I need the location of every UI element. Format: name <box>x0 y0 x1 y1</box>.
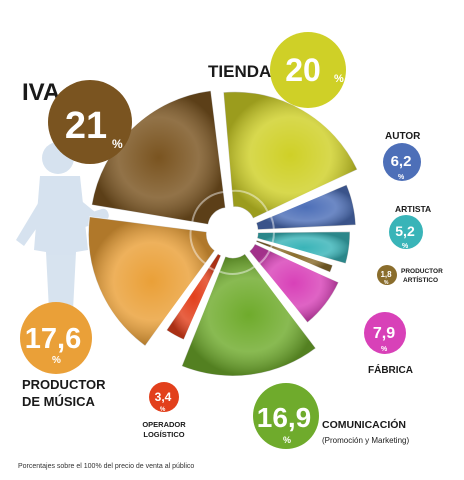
label-fabrica: FÁBRICA <box>368 363 413 376</box>
pct-productor-artistico: % <box>384 280 389 286</box>
slice-autor-groove <box>270 216 275 230</box>
pct-operador-logistico: % <box>160 407 166 413</box>
label-tienda: TIENDA <box>208 62 271 81</box>
pie-slices <box>88 90 358 377</box>
pct-productor-musica: % <box>52 355 61 366</box>
bubble-iva: 21 % <box>48 80 132 164</box>
pct-fabrica: % <box>381 346 388 353</box>
slice-artista-groove <box>271 232 275 243</box>
slice-comunicacion-groove <box>219 265 256 275</box>
slice-operador-logistico-groove <box>208 266 215 272</box>
slice-tienda-sheen <box>223 91 358 219</box>
footnote: Porcentajes sobre el 100% del precio de … <box>18 463 195 470</box>
slice-productor-artistico-groove <box>269 244 273 249</box>
value-tienda: 20 <box>285 52 321 88</box>
slice-autor-sheen <box>256 184 356 230</box>
label-comunicacion-sub: (Promoción y Marketing) <box>322 436 409 445</box>
bubble-operador-logistico: 3,4 % <box>149 382 179 413</box>
bubble-tienda: 20 % <box>270 32 346 108</box>
label-productor-musica-1: PRODUCTOR <box>22 377 106 392</box>
value-iva: 21 <box>65 105 107 147</box>
value-autor: 6,2 <box>391 153 412 170</box>
pct-artista: % <box>402 243 409 250</box>
slice-iva-groove <box>191 190 224 222</box>
bubble-fabrica: 7,9 % <box>364 312 406 354</box>
bubble-comunicacion: 16,9 % <box>253 383 319 449</box>
bubble-productor-musica: 17,6 % <box>20 302 92 374</box>
value-productor-musica: 17,6 <box>25 323 81 355</box>
slice-fabrica-sheen <box>249 244 339 323</box>
pct-autor: % <box>398 174 405 181</box>
bubble-artista: 5,2 % <box>389 215 423 250</box>
slice-operador-logistico-sheen <box>166 253 221 340</box>
value-operador-logistico: 3,4 <box>155 390 172 404</box>
value-comunicacion: 16,9 <box>257 402 312 433</box>
value-artista: 5,2 <box>395 223 415 239</box>
slice-artista-sheen <box>257 231 350 264</box>
value-productor-artistico: 1,8 <box>380 270 392 279</box>
label-productor-artistico-1: PRODUCTOR <box>401 268 443 275</box>
slice-productor-artistico-sheen <box>256 240 333 273</box>
bubble-productor-artistico: 1,8 % <box>377 265 397 286</box>
slice-tienda-groove <box>231 189 269 212</box>
slice-productor-musica-sheen <box>88 216 215 346</box>
value-fabrica: 7,9 <box>373 325 395 342</box>
slice-comunicacion-sheen <box>181 253 316 376</box>
slice-productor-musica-groove <box>189 229 206 265</box>
label-productor-musica-2: DE MÚSICA <box>22 394 96 409</box>
label-operador-logistico-1: OPERADOR <box>142 420 186 429</box>
label-artista: ARTISTA <box>395 204 431 214</box>
label-operador-logistico-2: LOGÍSTICO <box>143 430 184 439</box>
pct-iva: % <box>112 137 123 151</box>
pct-comunicacion: % <box>283 435 291 445</box>
slice-iva-sheen <box>91 90 226 225</box>
pct-tienda: % <box>334 73 344 85</box>
label-productor-artistico-2: ARTÍSTICO <box>403 275 438 284</box>
bubble-autor: 6,2 % <box>383 143 421 181</box>
label-autor: AUTOR <box>385 131 421 142</box>
label-comunicacion: COMUNICACIÓN <box>322 418 406 431</box>
slice-fabrica-groove <box>258 250 271 265</box>
cd-hub <box>212 212 252 252</box>
